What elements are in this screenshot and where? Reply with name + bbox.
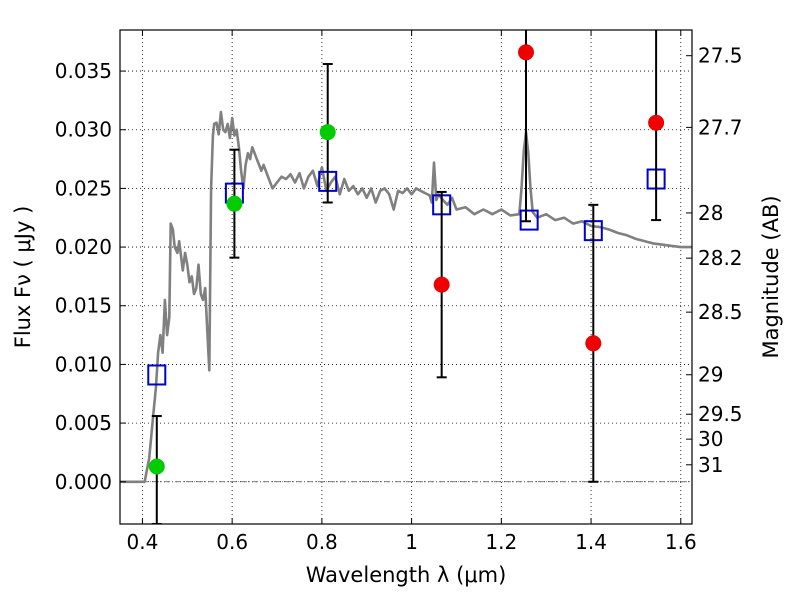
- y-tick-label: 0.030: [55, 118, 112, 142]
- mag-tick-label: 28.2: [698, 246, 743, 270]
- y-axis-label: Flux Fν ( μJy ): [11, 206, 35, 349]
- y-tick-label: 0.025: [55, 176, 112, 200]
- mag-tick-label: 29.5: [698, 402, 743, 426]
- mag-tick-label: 28: [698, 201, 723, 225]
- x-tick-label: 0.6: [216, 530, 248, 554]
- plot-frame: [119, 29, 693, 525]
- observed-flux-point: [518, 44, 535, 61]
- grid: [120, 30, 692, 524]
- mag-tick-label: 31: [698, 453, 723, 477]
- observed-flux-point: [585, 335, 602, 352]
- x-tick-label: 1: [405, 530, 418, 554]
- y-tick-label: 0.020: [55, 235, 112, 259]
- y-tick-label: 0.035: [55, 59, 112, 83]
- y-axis-label-right: Magnitude (AB): [759, 195, 783, 358]
- model-band-square: [147, 364, 167, 386]
- x-tick-label: 1.4: [575, 530, 607, 554]
- x-axis-label: Wavelength λ (μm): [306, 563, 507, 587]
- model-spectrum-line: [120, 110, 692, 484]
- x-tick-label: 0.8: [306, 530, 338, 554]
- y-tick-label: 0.015: [55, 294, 112, 318]
- x-tick-label: 1.6: [665, 530, 697, 554]
- model-band-square: [519, 209, 539, 231]
- mag-tick-label: 29: [698, 363, 723, 387]
- observed-flux-point: [226, 195, 243, 212]
- y-tick-label: 0.010: [55, 352, 112, 376]
- observed-flux-point: [433, 276, 450, 293]
- mag-tick-label: 27.5: [698, 44, 743, 68]
- mag-tick-label: 27.7: [698, 115, 743, 139]
- data-layer: [120, 30, 692, 524]
- y-tick-label: 0.005: [55, 411, 112, 435]
- mag-tick-label: 30: [698, 427, 723, 451]
- y-tick-label: 0.000: [55, 470, 112, 494]
- observed-flux-point: [319, 124, 336, 141]
- ticks: [120, 30, 692, 524]
- x-tick-label: 1.2: [485, 530, 517, 554]
- x-tick-label: 0.4: [127, 530, 159, 554]
- tick-labels: 0.4 0.6 0.8 1 1.2 1.4 1.6 0.000 0.005 0.010 0.015 0…: [55, 44, 743, 554]
- observed-flux-point: [648, 114, 665, 131]
- mag-tick-label: 28.5: [698, 300, 743, 324]
- observed-flux-point: [148, 458, 165, 475]
